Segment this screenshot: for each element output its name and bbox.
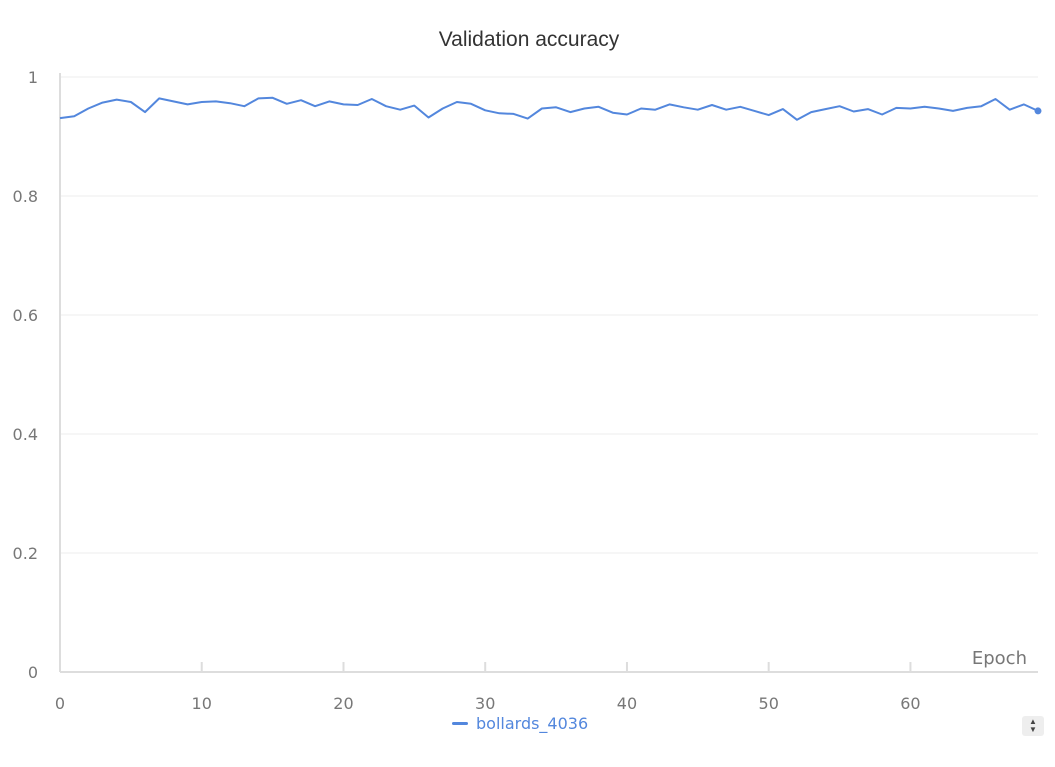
chevron-down-icon[interactable]: ▼ xyxy=(1029,725,1037,734)
legend-swatch xyxy=(452,722,468,725)
x-tick-label: 50 xyxy=(759,694,779,713)
y-tick-label: 0.6 xyxy=(13,306,38,325)
chevron-up-icon[interactable]: ▲ xyxy=(1029,717,1037,726)
x-tick-label: 20 xyxy=(333,694,353,713)
x-axis-label: Epoch xyxy=(972,648,1027,669)
legend-label: bollards_4036 xyxy=(476,714,589,733)
x-tick-label: 60 xyxy=(900,694,920,713)
x-tick-label: 10 xyxy=(192,694,212,713)
legend-scroll-control[interactable]: ▲ ▼ xyxy=(1022,716,1044,736)
y-tick-label: 1 xyxy=(28,68,38,87)
x-tick-label: 30 xyxy=(475,694,495,713)
y-tick-label: 0 xyxy=(28,663,38,682)
chart-title: Validation accuracy xyxy=(438,28,620,51)
y-tick-label: 0.4 xyxy=(13,425,38,444)
x-tick-label: 40 xyxy=(617,694,637,713)
x-tick-label: 0 xyxy=(55,694,65,713)
legend-item[interactable]: bollards_4036 xyxy=(452,714,588,733)
y-tick-label: 0.2 xyxy=(13,544,38,563)
series-line xyxy=(59,96,1039,121)
last-point-marker xyxy=(1034,107,1042,115)
y-tick-label: 0.8 xyxy=(13,187,38,206)
